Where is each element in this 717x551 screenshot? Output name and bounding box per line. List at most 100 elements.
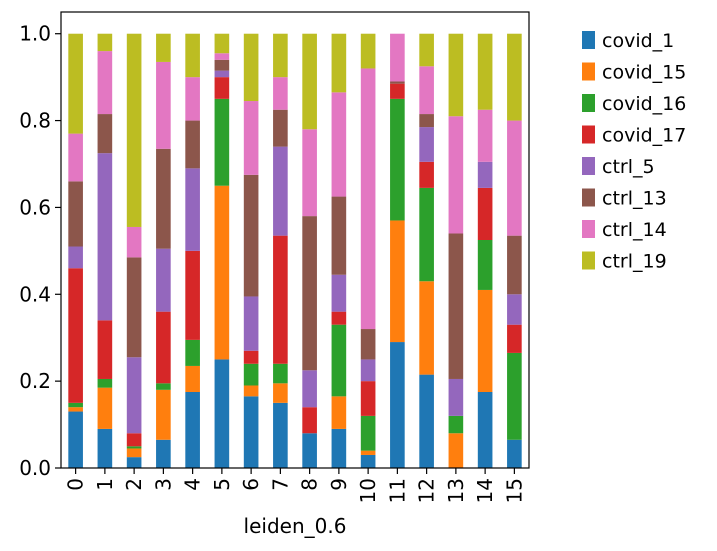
bar-segment-covid_16-2 [126,446,142,449]
bar-segment-ctrl_19-3 [156,33,171,62]
bar-segment-covid_17-7 [273,235,288,364]
bar-segment-ctrl_19-12 [419,33,434,67]
bar-segment-covid_17-14 [477,187,493,240]
bar-segment-covid_1-2 [126,457,142,468]
bar-segment-covid_16-15 [507,352,522,440]
bar-segment-covid_17-15 [507,324,522,353]
bar-segment-ctrl_5-9 [331,274,347,312]
bar-segment-covid_15-6 [243,385,259,397]
bar-segment-covid_15-3 [156,389,171,440]
bar-segment-ctrl_13-9 [331,196,347,275]
bar-segment-covid_16-7 [273,363,288,384]
bar-segment-ctrl_13-10 [360,329,376,360]
bar-segment-covid_17-11 [390,83,405,99]
legend-label-ctrl_14: ctrl_14 [602,219,667,241]
bar-segment-ctrl_13-5 [214,59,230,71]
legend: covid_1 covid_15 covid_16 covid_17 ctrl_5ctr… [582,30,686,273]
bar-segment-ctrl_14-13 [448,116,464,234]
bar-segment-covid_16-3 [156,383,171,390]
x-tick-label: 14 [473,478,497,503]
bar-segment-covid_1-10 [360,454,376,468]
bar-segment-covid_16-0 [68,402,83,408]
bar-segment-ctrl_19-0 [68,33,83,134]
plot-area-frame [60,11,530,469]
x-tick-label: 11 [385,478,409,503]
bar-segment-covid_15-0 [68,407,83,412]
bar-segment-ctrl_19-7 [273,33,288,78]
x-tick-label: 4 [181,478,205,491]
x-tick-label: 1 [93,478,117,491]
x-tick-label: 12 [415,478,439,503]
legend-swatch-covid_17 [582,125,595,144]
bar-segment-covid_17-10 [360,381,376,416]
bar-segment-ctrl_13-4 [185,120,200,169]
bar-segment-ctrl_13-2 [126,257,142,358]
y-axis: 0.0 0.2 0.4 0.6 0.8 1.0 [19,22,61,480]
legend-label-covid_17: covid_17 [602,125,686,147]
bar-segment-ctrl_19-4 [185,33,200,78]
legend-label-ctrl_19: ctrl_19 [602,251,667,273]
bar-segment-ctrl_14-4 [185,77,200,121]
bar-segment-covid_16-6 [243,363,259,386]
bar-segment-ctrl_5-3 [156,248,171,312]
bar-segment-ctrl_13-13 [448,233,464,379]
bar-segment-ctrl_14-1 [97,51,113,115]
bar-segment-ctrl_14-8 [302,129,317,217]
bar-segment-covid_1-9 [331,428,347,468]
legend-label-ctrl_13: ctrl_13 [602,188,667,210]
y-tick-label: 0.6 [19,195,51,219]
bar-segment-ctrl_13-8 [302,216,317,371]
bar-segment-covid_1-4 [185,392,200,468]
bar-segment-ctrl_13-11 [390,81,405,84]
bar-segment-covid_17-3 [156,311,171,384]
bar-segment-covid_15-11 [390,220,405,343]
bar-segment-ctrl_14-5 [214,53,230,60]
bar-segment-covid_16-4 [185,339,200,366]
legend-swatch-ctrl_5 [582,157,595,175]
x-tick-label: 6 [239,478,263,491]
bar-segment-ctrl_14-14 [477,109,493,162]
bar-segment-covid_15-9 [331,396,347,429]
legend-swatch-covid_1 [582,31,595,49]
bar-segment-covid_1-15 [507,439,522,468]
bar-segment-ctrl_5-0 [68,246,83,269]
bar-segment-ctrl_14-0 [68,133,83,182]
bar-segment-ctrl_19-13 [448,33,464,117]
bar-segment-covid_16-14 [477,240,493,290]
legend-label-ctrl_5: ctrl_5 [602,156,655,178]
legend-label-covid_1: covid_1 [602,30,674,52]
legend-label-covid_16: covid_16 [602,93,686,115]
bar-segment-ctrl_14-6 [243,101,259,175]
legend-swatch-ctrl_19 [582,251,595,270]
bar-segment-covid_17-0 [68,268,83,403]
legend-swatch-ctrl_14 [582,220,595,238]
bars-group [68,33,522,468]
bar-segment-covid_17-8 [302,407,317,434]
x-tick-label: 2 [122,478,146,491]
y-tick-label: 0.8 [19,109,51,133]
x-axis-label: leiden_0.6 [244,514,347,538]
bar-segment-ctrl_5-12 [419,127,434,162]
bar-segment-covid_16-13 [448,415,464,434]
bar-segment-covid_17-5 [214,77,230,99]
x-tick-label: 3 [151,478,175,491]
x-tick-label: 5 [210,478,234,491]
bar-segment-ctrl_19-8 [302,33,317,130]
bar-segment-ctrl_14-3 [156,61,171,149]
bar-segment-covid_15-7 [273,383,288,403]
bar-segment-ctrl_13-1 [97,114,113,154]
bar-segment-ctrl_5-15 [507,294,522,325]
bar-segment-ctrl_14-10 [360,68,376,330]
bar-segment-ctrl_5-6 [243,296,259,351]
bar-segment-ctrl_13-12 [419,114,434,128]
bar-segment-covid_1-12 [419,374,434,468]
bar-segment-ctrl_19-1 [97,33,113,52]
bar-segment-ctrl_14-9 [331,92,347,197]
bar-segment-ctrl_5-4 [185,168,200,251]
bar-segment-covid_15-1 [97,387,113,429]
bar-segment-covid_1-5 [214,359,230,468]
legend-swatch-covid_16 [582,94,595,112]
bar-segment-ctrl_19-14 [477,33,493,110]
y-tick-label: 0.4 [19,282,51,306]
bar-segment-ctrl_13-3 [156,148,171,249]
